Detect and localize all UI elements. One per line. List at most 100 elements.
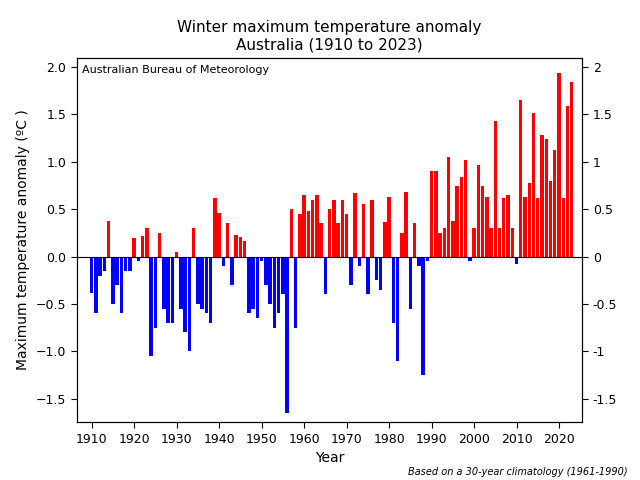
Bar	[200, 257, 204, 309]
Bar	[408, 257, 412, 309]
Bar	[443, 228, 446, 257]
Bar	[124, 257, 127, 271]
Bar	[371, 200, 374, 257]
Bar	[252, 257, 255, 309]
Bar	[524, 197, 527, 257]
Bar	[464, 160, 467, 257]
Y-axis label: Maximum temperature anomaly (ºC ): Maximum temperature anomaly (ºC )	[17, 109, 30, 371]
Bar	[171, 257, 174, 323]
Bar	[243, 241, 246, 257]
Bar	[404, 192, 408, 257]
Bar	[175, 252, 179, 257]
Bar	[188, 257, 191, 351]
Bar	[281, 257, 285, 295]
Bar	[345, 214, 348, 257]
Bar	[319, 223, 323, 257]
Bar	[90, 257, 93, 293]
Bar	[379, 257, 382, 290]
Bar	[349, 257, 353, 285]
Bar	[209, 257, 212, 323]
Bar	[502, 198, 506, 257]
Bar	[557, 73, 561, 257]
Bar	[362, 204, 365, 257]
Bar	[515, 257, 518, 264]
Bar	[324, 257, 327, 295]
Bar	[285, 257, 289, 413]
Bar	[527, 183, 531, 257]
Bar	[485, 197, 488, 257]
Bar	[532, 112, 535, 257]
Bar	[426, 257, 429, 261]
Bar	[421, 257, 425, 375]
Bar	[315, 195, 319, 257]
Bar	[332, 200, 335, 257]
Bar	[162, 257, 166, 309]
Bar	[413, 223, 416, 257]
Bar	[94, 257, 98, 313]
Bar	[230, 257, 234, 285]
Bar	[566, 106, 569, 257]
Bar	[417, 257, 420, 266]
Bar	[99, 257, 102, 276]
Bar	[358, 257, 361, 266]
Bar	[290, 209, 293, 257]
Bar	[490, 228, 493, 257]
Bar	[366, 257, 369, 295]
Bar	[205, 257, 208, 313]
Bar	[434, 171, 438, 257]
Bar	[150, 257, 153, 356]
Bar	[298, 214, 301, 257]
Text: Australian Bureau of Meteorology: Australian Bureau of Meteorology	[82, 65, 269, 75]
Bar	[472, 228, 476, 257]
Bar	[468, 257, 472, 261]
Bar	[519, 100, 522, 257]
Bar	[570, 82, 573, 257]
Bar	[145, 228, 148, 257]
Bar	[221, 257, 225, 266]
Bar	[337, 223, 340, 257]
Bar	[213, 198, 216, 257]
Bar	[545, 139, 548, 257]
Bar	[260, 257, 263, 261]
Bar	[132, 238, 136, 257]
Bar	[303, 195, 306, 257]
Bar	[481, 185, 484, 257]
Bar	[273, 257, 276, 328]
Bar	[111, 257, 115, 304]
Bar	[430, 171, 433, 257]
Bar	[400, 233, 404, 257]
Bar	[154, 257, 157, 328]
Bar	[447, 157, 451, 257]
Bar	[340, 200, 344, 257]
Bar	[128, 257, 132, 271]
Bar	[264, 257, 268, 285]
Bar	[307, 211, 310, 257]
Bar	[311, 200, 314, 257]
X-axis label: Year: Year	[315, 451, 344, 466]
Bar	[328, 209, 332, 257]
Bar	[387, 197, 391, 257]
Bar	[141, 236, 145, 257]
Bar	[192, 228, 195, 257]
Bar	[460, 177, 463, 257]
Bar	[115, 257, 119, 285]
Bar	[226, 223, 229, 257]
Bar	[383, 222, 387, 257]
Bar	[218, 213, 221, 257]
Bar	[102, 257, 106, 271]
Text: Based on a 30-year climatology (1961-1990): Based on a 30-year climatology (1961-199…	[408, 467, 627, 477]
Bar	[196, 257, 200, 304]
Bar	[374, 257, 378, 280]
Bar	[451, 221, 454, 257]
Bar	[239, 237, 242, 257]
Title: Winter maximum temperature anomaly
Australia (1910 to 2023): Winter maximum temperature anomaly Austr…	[177, 20, 482, 52]
Bar	[277, 257, 280, 313]
Bar	[166, 257, 170, 323]
Bar	[493, 121, 497, 257]
Bar	[294, 257, 298, 328]
Bar	[137, 257, 140, 261]
Bar	[540, 135, 544, 257]
Bar	[255, 257, 259, 318]
Bar	[234, 235, 238, 257]
Bar	[268, 257, 272, 304]
